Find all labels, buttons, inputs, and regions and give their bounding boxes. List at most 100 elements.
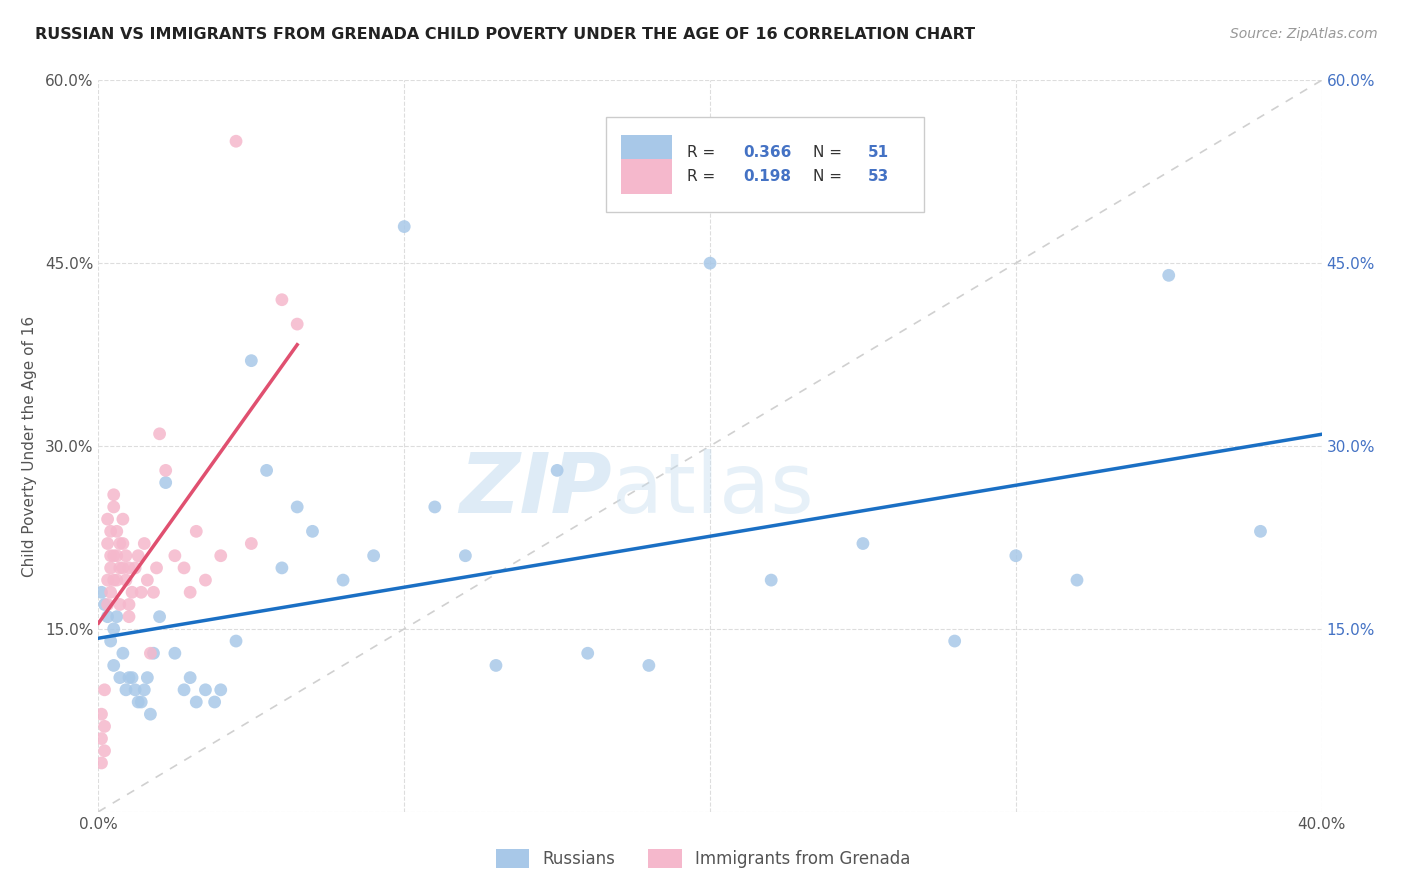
Legend: Russians, Immigrants from Grenada: Russians, Immigrants from Grenada [489,842,917,875]
Point [97,609,120,624]
Point [163,646,186,660]
Point [100,549,122,563]
Point [194,682,217,697]
Point [111,512,134,526]
Point [90,756,112,770]
Point [142,585,165,599]
Point [105,549,128,563]
Point [97,598,120,612]
Text: N =: N = [813,169,846,184]
Point [637,658,661,673]
Text: RUSSIAN VS IMMIGRANTS FROM GRENADA CHILD POVERTY UNDER THE AGE OF 16 CORRELATION: RUSSIAN VS IMMIGRANTS FROM GRENADA CHILD… [35,27,976,42]
Point [943,634,966,648]
Point [124,561,146,575]
Point [134,536,156,550]
Point [100,524,122,539]
Point [194,573,217,587]
Point [270,293,292,307]
Point [136,573,159,587]
Point [240,536,263,550]
Y-axis label: Child Poverty Under the Age of 16: Child Poverty Under the Age of 16 [21,316,37,576]
Point [115,682,138,697]
Point [100,585,122,599]
Text: R =: R = [686,169,720,184]
Point [225,134,247,148]
Point [209,549,232,563]
Point [97,573,120,587]
Point [139,707,162,722]
FancyBboxPatch shape [620,159,672,194]
Text: 51: 51 [868,145,889,161]
Point [186,695,208,709]
Text: 53: 53 [868,169,889,184]
Point [179,585,201,599]
Point [852,536,875,550]
Point [485,658,508,673]
Point [363,549,385,563]
Point [118,671,141,685]
Point [186,524,208,539]
Point [1004,549,1026,563]
Point [1249,524,1271,539]
Text: 0.366: 0.366 [742,145,792,161]
Point [103,573,125,587]
Point [118,609,141,624]
Point [285,317,308,331]
Point [103,658,125,673]
Point [111,561,134,575]
FancyBboxPatch shape [606,117,924,212]
Point [142,646,165,660]
Point [97,536,120,550]
Point [93,719,115,733]
Point [155,475,177,490]
Point [129,585,152,599]
Point [256,463,278,477]
Point [111,536,134,550]
Point [209,682,232,697]
Point [134,682,156,697]
Point [204,695,226,709]
Point [103,500,125,514]
Point [127,549,149,563]
Point [173,561,195,575]
Text: ZIP: ZIP [460,450,612,531]
Point [115,573,138,587]
Point [127,695,149,709]
Point [105,524,128,539]
Point [149,609,172,624]
Point [111,646,134,660]
Text: N =: N = [813,145,846,161]
Point [163,549,186,563]
Point [105,573,128,587]
Point [108,598,131,612]
Point [155,463,177,477]
Point [392,219,416,234]
Point [332,573,354,587]
Text: 0.198: 0.198 [742,169,792,184]
Point [240,353,263,368]
Point [93,682,115,697]
Point [93,744,115,758]
Point [136,671,159,685]
Point [145,561,167,575]
Text: atlas: atlas [612,450,814,531]
FancyBboxPatch shape [620,136,672,170]
Point [121,671,143,685]
Point [129,695,152,709]
Point [149,426,172,441]
Point [97,512,120,526]
Point [423,500,446,514]
Point [103,549,125,563]
Point [118,598,141,612]
Point [90,585,112,599]
Point [90,731,112,746]
Point [103,488,125,502]
Point [285,500,308,514]
Point [225,634,247,648]
Point [108,561,131,575]
Point [118,561,141,575]
Point [173,682,195,697]
Point [546,463,568,477]
Point [100,634,122,648]
Point [1157,268,1180,283]
